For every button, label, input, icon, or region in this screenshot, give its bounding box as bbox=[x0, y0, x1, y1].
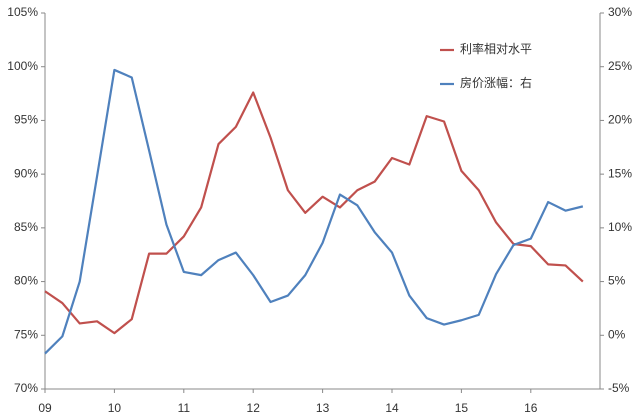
y-tick-label: 105% bbox=[7, 5, 38, 19]
y2-tick-label: 30% bbox=[608, 5, 632, 19]
y2-tick-label: 20% bbox=[608, 113, 632, 127]
x-tick-label: 10 bbox=[108, 401, 122, 415]
y-tick-label: 75% bbox=[14, 327, 38, 341]
x-tick-label: 09 bbox=[38, 401, 52, 415]
y-tick-label: 85% bbox=[14, 220, 38, 234]
legend-label: 利率相对水平 bbox=[460, 41, 532, 56]
x-tick-label: 11 bbox=[178, 401, 191, 415]
y2-tick-label: 0% bbox=[608, 327, 626, 341]
series-line bbox=[44, 68, 584, 355]
legend-label: 房价涨幅：右 bbox=[460, 75, 532, 90]
y-tick-label: 80% bbox=[14, 274, 38, 288]
y2-tick-label: 15% bbox=[608, 166, 632, 180]
y-tick-label: 90% bbox=[14, 166, 38, 180]
series-line bbox=[44, 91, 584, 335]
y2-tick-label: -5% bbox=[608, 381, 630, 395]
x-tick-label: 16 bbox=[524, 401, 538, 415]
y2-tick-label: 5% bbox=[608, 274, 626, 288]
x-tick-label: 13 bbox=[316, 401, 330, 415]
y-tick-label: 100% bbox=[7, 59, 38, 73]
y-tick-label: 95% bbox=[14, 113, 38, 127]
x-tick-label: 12 bbox=[247, 401, 261, 415]
y2-tick-label: 10% bbox=[608, 220, 632, 234]
y-tick-label: 70% bbox=[14, 381, 38, 395]
x-tick-label: 14 bbox=[385, 401, 399, 415]
x-tick-label: 15 bbox=[455, 401, 469, 415]
y2-tick-label: 25% bbox=[608, 59, 632, 73]
